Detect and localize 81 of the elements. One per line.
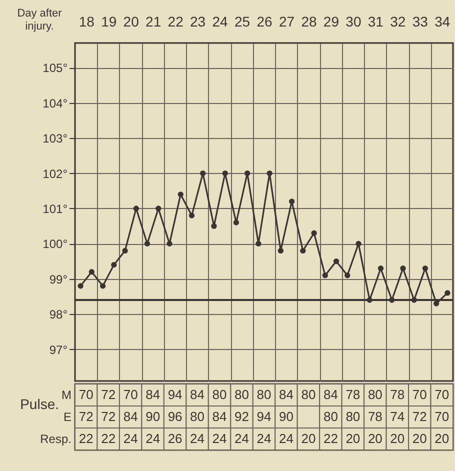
data-label: 24 (279, 431, 294, 446)
data-label: 84 (123, 409, 138, 424)
x-tick-label: 33 (412, 14, 428, 30)
y-tick-label: 101° (42, 202, 68, 216)
y-tick-label: Resp. (40, 432, 72, 446)
data-label: 80 (346, 409, 360, 424)
x-tick-label: 29 (323, 14, 340, 30)
x-tick-label: 19 (101, 14, 117, 30)
data-label: 84 (323, 387, 338, 402)
x-tick-label: 20 (123, 14, 140, 30)
data-label: 80 (190, 409, 205, 424)
y-tick-label: 103° (42, 132, 68, 146)
data-label: 70 (434, 387, 450, 402)
x-tick-label: 32 (390, 14, 406, 30)
x-tick-label: 24 (212, 14, 228, 30)
y-tick-label: 98° (49, 308, 68, 322)
data-label: 94 (168, 387, 182, 402)
data-label: 94 (256, 409, 272, 424)
data-label: 20 (412, 431, 427, 446)
x-tick-label: 21 (146, 14, 162, 30)
data-label: 78 (390, 387, 405, 402)
data-label: 70 (78, 387, 94, 402)
data-label: 26 (168, 431, 182, 446)
data-label: 24 (190, 431, 205, 446)
data-label: 96 (168, 409, 182, 424)
y-tick-label: M (62, 388, 72, 402)
data-label: 72 (78, 409, 94, 424)
y-tick-label: 105° (42, 61, 68, 76)
data-label: 24 (256, 431, 272, 446)
data-label: 84 (212, 409, 227, 424)
data-label: 70 (434, 409, 450, 424)
x-tick-label: 23 (190, 14, 206, 30)
y-tick-label: 97° (49, 342, 68, 357)
y-tick-label: 102° (42, 166, 68, 181)
data-label: 70 (123, 387, 138, 402)
data-label: 74 (390, 409, 405, 424)
x-tick-label: 26 (256, 14, 272, 30)
data-label: 84 (190, 387, 205, 402)
data-label: 80 (301, 387, 316, 402)
data-label: 20 (390, 431, 405, 446)
data-label: 84 (279, 387, 294, 402)
data-label: 92 (234, 409, 249, 424)
data-label: 24 (123, 431, 138, 446)
data-label: 80 (212, 387, 227, 402)
data-label: 20 (368, 431, 382, 446)
data-label: 22 (323, 431, 338, 446)
x-tick-label: 31 (368, 14, 384, 30)
data-label: 72 (412, 409, 427, 424)
data-label: 72 (101, 409, 116, 424)
x-tick-label: 34 (434, 14, 450, 30)
data-label: 22 (78, 431, 94, 446)
data-label: 24 (212, 431, 227, 446)
data-label: 80 (234, 387, 249, 402)
data-label: 70 (412, 387, 427, 402)
x-tick-label: 25 (234, 14, 250, 30)
data-label: 24 (234, 431, 249, 446)
text: Pulse. (20, 396, 59, 412)
data-label: 24 (146, 431, 160, 446)
data-label: 80 (323, 409, 338, 424)
y-tick-label: 99° (49, 272, 68, 286)
data-label: 20 (301, 431, 316, 446)
x-tick-label: 18 (78, 14, 95, 30)
data-label: 20 (434, 431, 450, 446)
data-label: 80 (368, 387, 382, 402)
x-tick-label: 22 (168, 14, 184, 30)
data-label: 22 (101, 431, 116, 446)
x-tick-label: 28 (301, 14, 317, 30)
data-label: 78 (346, 387, 360, 402)
x-axis-title: Day after injury. (17, 8, 62, 32)
data-label: 20 (346, 431, 360, 446)
y-tick-label: E (63, 410, 72, 424)
data-label: 90 (146, 409, 160, 424)
y-tick-label: 104° (42, 96, 68, 110)
data-label: 84 (146, 387, 160, 402)
data-label: 90 (279, 409, 294, 424)
x-tick-label: 27 (278, 14, 295, 30)
data-label: 78 (368, 409, 382, 424)
x-tick-label: 30 (346, 14, 362, 30)
y-tick-label: 100° (42, 237, 68, 252)
data-label: 80 (256, 387, 272, 402)
data-label: 72 (101, 387, 116, 402)
